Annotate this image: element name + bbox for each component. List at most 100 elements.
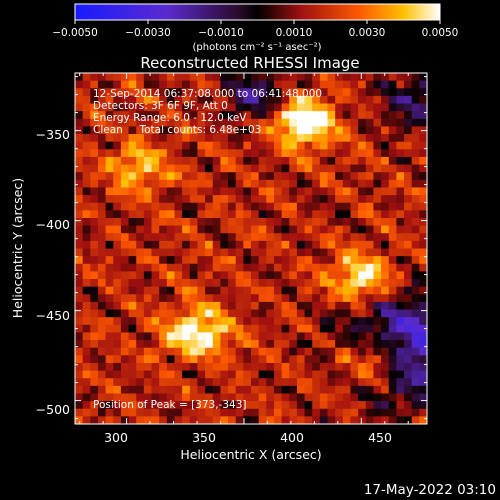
heatmap-cell [251,324,260,333]
heatmap-cell [381,340,390,349]
heatmap-cell [174,149,183,158]
heatmap-cell [120,340,129,349]
heatmap-cell [228,347,237,356]
heatmap-cell [174,111,183,120]
heatmap-cell [212,225,221,234]
heatmap-cell [388,179,397,188]
heatmap-cell [358,370,367,379]
heatmap-cell [388,225,397,234]
heatmap-cell [251,263,260,272]
heatmap-cell [266,332,275,341]
heatmap-cell [136,118,145,127]
heatmap-cell [166,80,175,89]
heatmap-cell [205,118,214,127]
heatmap-cell [120,172,129,181]
heatmap-cell [212,73,221,82]
heatmap-cell [120,248,129,257]
heatmap-cell [120,149,129,158]
heatmap-cell [90,408,99,417]
heatmap-cell [151,141,160,150]
heatmap-cell [97,317,107,326]
heatmap-cell [388,73,397,82]
heatmap-cell [327,271,336,280]
heatmap-cell [419,233,427,242]
heatmap-cell [258,362,267,371]
heatmap-cell [266,401,275,410]
heatmap-cell [365,233,374,242]
heatmap-cell [335,225,344,234]
heatmap-cell [411,340,420,349]
heatmap-cell [166,317,175,326]
heatmap-cell [281,340,290,349]
heatmap-cell [404,309,413,318]
heatmap-cell [97,324,107,333]
heatmap-cell [189,88,198,97]
heatmap-cell [319,233,328,242]
heatmap-cell [419,187,427,196]
heatmap-cell [212,88,221,97]
heatmap-cell [319,279,328,288]
heatmap-cell [350,355,359,364]
heatmap-cell [251,195,260,204]
heatmap-cell [342,134,351,143]
heatmap-cell [350,340,359,349]
heatmap-cell [404,408,413,417]
heatmap-cell [174,240,183,249]
heatmap-cell [105,317,114,326]
heatmap-cell [90,195,99,204]
heatmap-cell [159,378,168,387]
heatmap-cell [205,172,214,181]
heatmap-cell [312,309,321,318]
heatmap-cell [212,210,221,219]
heatmap-cell [373,248,382,257]
heatmap-cell [296,95,305,104]
heatmap-cell [243,88,252,97]
heatmap-cell [342,301,351,310]
heatmap-cell [258,202,267,211]
heatmap-cell [212,309,221,318]
heatmap-cell [75,80,84,89]
heatmap-cell [327,317,336,326]
heatmap-cell [335,164,344,173]
heatmap-cell [97,202,107,211]
heatmap-cell [419,73,427,82]
heatmap-cell [273,286,283,295]
heatmap-cell [327,202,336,211]
heatmap-cell [404,111,413,120]
heatmap-cell [75,179,84,188]
heatmap-cell [296,103,305,112]
heatmap-cell [419,217,427,227]
heatmap-cell [289,126,298,135]
heatmap-cell [319,225,328,234]
heatmap-cell [312,179,321,188]
heatmap-cell [350,240,359,249]
heatmap-cell [266,317,275,326]
heatmap-cell [205,317,214,326]
heatmap-cell [350,401,359,410]
heatmap-cell [105,324,114,333]
heatmap-cell [304,179,313,188]
heatmap-cell [105,401,114,410]
heatmap-cell [205,73,214,82]
heatmap-cell [358,233,367,242]
heatmap-cell [388,393,397,402]
heatmap-cell [136,324,145,333]
heatmap-cell [220,95,229,104]
x-tick-label-450: 450 [368,430,392,445]
heatmap-cell [128,401,137,410]
heatmap-cell [373,187,382,196]
heatmap-cell [350,118,359,127]
heatmap-cell [212,286,221,295]
heatmap-cell [342,347,351,356]
heatmap-cell [404,187,413,196]
heatmap-cell [159,134,168,143]
heatmap-cell [319,179,328,188]
heatmap-cell [273,103,283,112]
heatmap-cell [312,141,321,150]
heatmap-cell [327,301,336,310]
heatmap-cell [289,202,298,211]
heatmap-cell [82,370,91,379]
heatmap-cell [396,416,405,424]
heatmap-cell [136,362,145,371]
heatmap-cell [319,195,328,204]
